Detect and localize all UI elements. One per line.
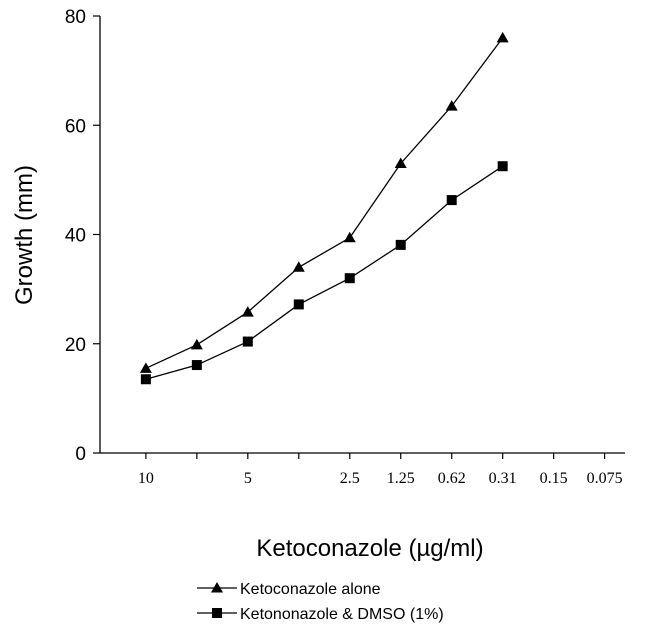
y-tick-label: 0 xyxy=(75,444,86,465)
data-point xyxy=(140,374,151,385)
x-tick-label: 1.25 xyxy=(387,470,415,487)
data-point xyxy=(241,306,254,317)
data-point xyxy=(191,360,202,371)
data-point xyxy=(496,31,509,43)
x-tick-label: 2.5 xyxy=(340,470,360,487)
x-tick-label: 0.31 xyxy=(489,470,517,487)
y-tick-label: 80 xyxy=(65,7,86,28)
x-tick-label: 5 xyxy=(244,470,252,487)
data-point xyxy=(343,231,356,243)
x-ticks: 10 5 2.5 1.25 0.62 0.31 0.15 0.075 xyxy=(138,453,623,487)
data-point xyxy=(190,338,203,350)
data-point xyxy=(445,100,458,111)
data-point xyxy=(344,273,355,284)
legend-item: Ketoconazole alone xyxy=(197,581,381,598)
y-axis-title: Growth (mm) xyxy=(11,165,38,305)
legend-label: Ketononazole & DMSO (1%) xyxy=(240,606,444,623)
y-tick-label: 40 xyxy=(65,226,86,247)
data-point xyxy=(446,195,457,206)
data-point xyxy=(293,299,304,310)
data-point xyxy=(139,362,152,373)
data-point xyxy=(394,157,407,168)
series-1 xyxy=(139,31,509,373)
x-axis-title: Ketoconazole (µg/ml) xyxy=(256,535,483,562)
data-point xyxy=(292,261,305,272)
legend-marker xyxy=(211,582,223,593)
legend-label: Ketoconazole alone xyxy=(240,581,381,598)
series-line xyxy=(145,37,504,369)
series-layer xyxy=(139,31,509,385)
data-point xyxy=(395,239,406,250)
x-tick-label: 0.15 xyxy=(540,470,568,487)
x-tick-label: 0.62 xyxy=(438,470,466,487)
y-tick-label: 20 xyxy=(65,335,86,356)
legend-item: Ketononazole & DMSO (1%) xyxy=(197,606,444,623)
axes xyxy=(99,16,625,454)
legend-marker xyxy=(212,608,222,618)
data-point xyxy=(242,336,253,347)
x-tick-label: 10 xyxy=(138,470,154,487)
data-point xyxy=(497,161,508,172)
y-tick-label: 60 xyxy=(65,116,86,137)
x-tick-label: 0.075 xyxy=(587,470,623,487)
legend: Ketoconazole alone Ketononazole & DMSO (1… xyxy=(197,581,444,623)
series-line xyxy=(145,165,504,380)
y-ticks: 0 20 40 60 80 xyxy=(65,7,100,465)
series-2 xyxy=(140,161,508,385)
